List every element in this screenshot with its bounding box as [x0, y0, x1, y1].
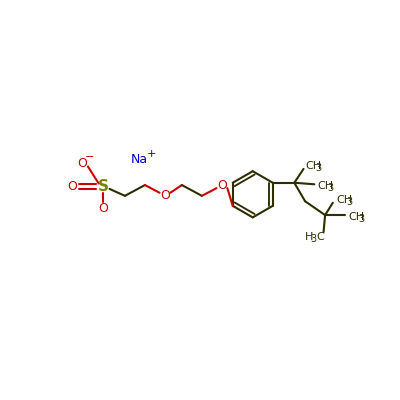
Text: Na: Na	[131, 153, 148, 166]
Text: O: O	[217, 178, 227, 192]
Text: CH: CH	[336, 195, 352, 205]
Text: −: −	[85, 152, 94, 162]
Text: O: O	[68, 180, 78, 193]
Text: 3: 3	[328, 183, 334, 193]
Text: CH: CH	[348, 212, 364, 222]
Text: +: +	[146, 149, 156, 159]
Text: O: O	[98, 202, 108, 215]
Text: 3: 3	[358, 214, 364, 224]
Text: CH: CH	[305, 161, 321, 171]
Text: C: C	[317, 232, 324, 242]
Text: 3: 3	[346, 197, 352, 207]
Text: S: S	[98, 179, 109, 194]
Text: O: O	[77, 157, 87, 170]
Text: CH: CH	[318, 181, 334, 191]
Text: 3: 3	[315, 163, 321, 173]
Text: 3: 3	[310, 234, 317, 244]
Text: O: O	[160, 189, 170, 202]
Text: H: H	[305, 232, 314, 242]
